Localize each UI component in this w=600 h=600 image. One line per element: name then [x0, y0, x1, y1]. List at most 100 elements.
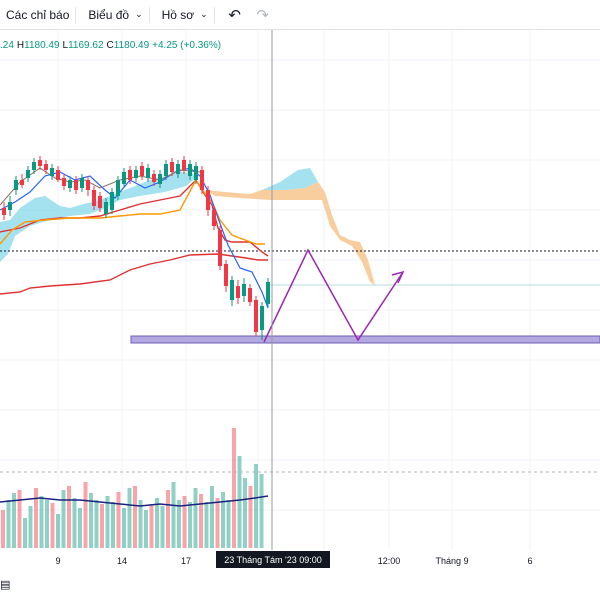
volume-bar: [193, 488, 198, 548]
volume-bar: [166, 490, 170, 548]
candle-body: [32, 162, 36, 170]
volume-bar: [78, 508, 82, 548]
candle-body: [212, 210, 216, 226]
candle-body: [8, 202, 12, 210]
chart-menu-label: Biểu đồ: [88, 7, 130, 22]
volume-bar: [83, 482, 88, 548]
volume-bar: [72, 498, 77, 548]
candle-body: [140, 166, 144, 176]
volume-bar: [111, 502, 115, 548]
toolbar-divider: [75, 6, 77, 23]
candle-body: [176, 164, 180, 174]
chevron-down-icon: ⌄: [135, 9, 143, 19]
volume-bar: [39, 496, 44, 548]
candle-body: [266, 282, 270, 304]
indicators-button[interactable]: Các chỉ báo: [0, 0, 75, 30]
price-chart[interactable]: [0, 30, 600, 550]
candle-body: [200, 170, 204, 190]
projection-arrowhead: [391, 270, 405, 284]
candle-body: [50, 168, 54, 176]
volume-bar: [259, 474, 264, 548]
volume-bar: [116, 492, 121, 548]
volume-bar: [89, 493, 93, 548]
candle-body: [92, 190, 96, 206]
candle-body: [110, 192, 114, 210]
profile-menu-label: Hồ sơ: [161, 7, 195, 22]
volume-bar: [133, 486, 137, 548]
candle-body: [218, 230, 222, 266]
candle-body: [62, 178, 66, 186]
candle-body: [86, 180, 90, 190]
volume-bar: [149, 504, 154, 548]
candle-body: [146, 168, 150, 178]
candle-body: [26, 170, 30, 178]
candle-body: [182, 160, 186, 170]
volume-bar: [243, 478, 247, 548]
cloud-bear-segment: [206, 182, 375, 285]
volume-bar: [45, 500, 49, 548]
ohlc-close: 1180.49: [113, 40, 150, 51]
volume-bar: [1, 510, 5, 548]
volume-bar: [17, 490, 22, 548]
volume-bar: [199, 494, 203, 548]
chevron-down-icon: ⌄: [200, 9, 208, 19]
ohlc-change: +4.25 (+0.36%): [152, 40, 222, 51]
volume-bar: [160, 506, 165, 548]
candle-body: [170, 162, 174, 172]
candle-body: [248, 288, 252, 302]
time-axis-tick: 17: [180, 556, 192, 566]
candle-body: [128, 170, 132, 180]
volume-bar: [138, 500, 143, 548]
volume-bar: [127, 488, 132, 548]
candle-body: [20, 180, 24, 185]
profile-menu-button[interactable]: Hồ sơ ⌄: [156, 0, 214, 30]
candle-body: [116, 180, 120, 196]
candle-body: [254, 300, 258, 332]
volume-bar: [155, 498, 159, 548]
red-band-lower: [0, 253, 268, 295]
candle-body: [104, 202, 108, 214]
ohlc-low-key: L: [62, 40, 69, 51]
volume-bar: [6, 500, 11, 548]
candle-body: [2, 208, 6, 215]
candle-body: [260, 306, 264, 330]
volume-bar: [34, 488, 38, 548]
candle-body: [230, 280, 234, 300]
ohlc-high: 1180.49: [24, 40, 60, 51]
candle-body: [38, 160, 42, 166]
volume-bar: [248, 486, 253, 548]
candle-body: [56, 170, 60, 180]
redo-icon[interactable]: ↷: [256, 6, 269, 24]
candle-body: [68, 180, 72, 188]
ohlc-high-key: H: [16, 40, 25, 51]
indicators-label: Các chỉ báo: [6, 7, 70, 22]
volume-bar: [226, 500, 231, 548]
volume-bar: [28, 506, 33, 548]
time-axis[interactable]: 9 14 17 12:00 Tháng 9 6: [0, 548, 600, 574]
volume-bar: [254, 464, 258, 548]
volume-bar: [122, 508, 126, 548]
volume-bar: [177, 500, 181, 548]
candle-body: [98, 196, 102, 208]
undo-icon[interactable]: ↶: [228, 6, 241, 24]
volume-bar: [12, 493, 16, 548]
volume-bar: [221, 492, 225, 548]
volume-moving-average: [0, 495, 269, 507]
candle-body: [164, 164, 168, 176]
ohlc-legend: .24 H1180.49 L1169.62 C1180.49 +4.25 (+0.36%…: [0, 40, 221, 51]
candle-body: [80, 178, 84, 188]
volume-bar: [56, 514, 60, 548]
chart-menu-button[interactable]: Biểu đồ ⌄: [82, 0, 148, 30]
cloud-bull-segment: [262, 168, 318, 190]
volume-bar: [237, 456, 242, 548]
chart-grid: [0, 30, 600, 550]
candle-body: [188, 164, 192, 176]
candle-body: [14, 180, 18, 190]
candle-body: [206, 190, 210, 210]
cloud-bull-segment: [0, 172, 196, 262]
volume-bar: [144, 510, 148, 548]
time-axis-tick: 9: [55, 556, 61, 566]
bar-chart-icon[interactable]: ▤: [0, 579, 11, 591]
candle-body: [242, 284, 246, 296]
volume-bar: [182, 496, 187, 548]
